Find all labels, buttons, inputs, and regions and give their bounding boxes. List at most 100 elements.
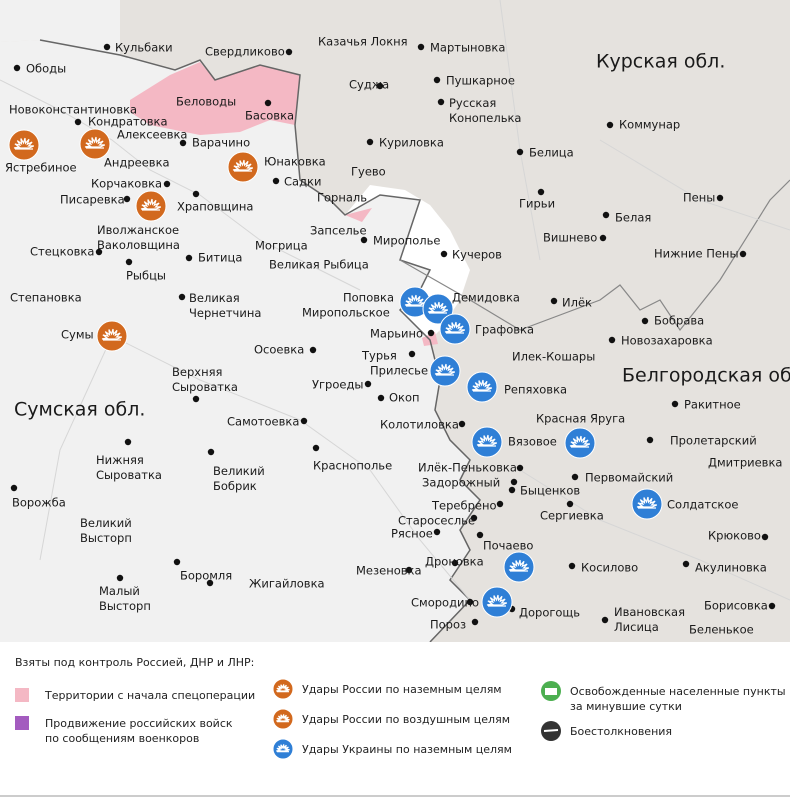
strike-circle (471, 426, 503, 458)
place-label: Боромля (180, 569, 232, 583)
place-dot (405, 566, 413, 574)
legend-label-line: Территории с начала спецоперации (45, 689, 256, 702)
legend-icon (541, 721, 561, 741)
place-dot (206, 579, 214, 587)
icon-house (545, 688, 557, 695)
strike-marker (503, 551, 535, 583)
place-dot (95, 248, 103, 256)
region-label: Сумская обл. (14, 399, 145, 421)
swatch (15, 688, 29, 702)
strike-circle (481, 586, 513, 618)
legend-label: Удары Украины по наземным целям (302, 738, 512, 757)
place-label: Вишнево (543, 231, 597, 245)
place-label: Храповщина (177, 200, 253, 214)
place-label: Великая Рыбица (269, 258, 369, 272)
strike-burst (476, 434, 498, 446)
place-label: Красная Яруга (536, 412, 625, 426)
legend-label: Освобожденные населенные пункты за минувш… (570, 680, 786, 714)
place-dot (433, 76, 441, 84)
place-dot (116, 574, 124, 582)
place-dot (192, 395, 200, 403)
place-label-line: Великая (189, 291, 240, 305)
place-dot (437, 98, 445, 106)
place-label: Ракитное (684, 398, 741, 412)
legend-label: Удары России по воздушным целям (302, 708, 510, 727)
region-label: Белгородская обл. (622, 365, 790, 387)
place-label: Белая (615, 211, 651, 225)
place-label: Корчаковка (91, 177, 162, 191)
icon-gun (543, 729, 559, 732)
place-dot (471, 618, 479, 626)
place-label: Новозахаровка (621, 334, 713, 348)
place-dot (163, 180, 171, 188)
place-dot (508, 486, 516, 494)
strike-marker (439, 313, 471, 345)
place-label: Стецковка (30, 245, 94, 259)
place-label: Кучеров (452, 248, 502, 262)
place-label: Акулиновка (695, 561, 767, 575)
place-label: Великая Чернетчина (189, 291, 261, 320)
strike-marker (272, 678, 294, 700)
strike-burst (276, 714, 290, 722)
place-label: Басовка (245, 109, 294, 123)
place-dot (601, 616, 609, 624)
legend-label: Удары России по наземным целям (302, 678, 502, 697)
legend-label-line: за минувшие сутки (570, 700, 682, 713)
strike-circle (466, 371, 498, 403)
place-label: Битица (198, 251, 242, 265)
legend-label-line: Удары Украины по наземным целям (302, 743, 512, 756)
place-label: Сумы (61, 328, 94, 342)
legend: Взяты под контроль Россией, ДНР и ЛНР: Т… (0, 642, 790, 794)
place-dot (360, 236, 368, 244)
place-label: Окоп (389, 391, 420, 405)
place-label-line: Великий (213, 464, 265, 478)
place-label-line: Высторп (80, 531, 132, 545)
strike-burst (84, 136, 106, 148)
region-label: Курская обл. (596, 51, 725, 73)
russia-area (0, 0, 790, 642)
place-dot (602, 211, 610, 219)
place-label: Илёк-Пеньковка (418, 461, 517, 475)
place-label: Андреевка (104, 156, 170, 170)
place-label: Коммунар (619, 118, 680, 132)
strike-circle (135, 190, 167, 222)
place-label: Свердликово (205, 45, 285, 59)
strike-burst (427, 301, 449, 313)
place-label: Беленькое (689, 623, 754, 637)
place-dot (496, 500, 504, 508)
legend-icon (272, 678, 294, 700)
place-label: Гуево (351, 165, 386, 179)
place-dot (568, 562, 576, 570)
strike-marker (227, 151, 259, 183)
place-label: Краснополье (313, 459, 392, 473)
place-label: Кондратовка (88, 115, 168, 129)
place-label: Ястребиное (5, 161, 77, 175)
strike-marker (466, 371, 498, 403)
legend-label: Боестолкновения (570, 720, 672, 739)
place-dot (671, 400, 679, 408)
place-label-line: Иволжанское (97, 223, 179, 237)
strike-marker (481, 586, 513, 618)
ukraine-area (0, 0, 120, 55)
place-dot (364, 380, 372, 388)
legend-label: Территории с начала спецоперации (45, 684, 255, 703)
strike-marker (631, 488, 663, 520)
strike-marker (135, 190, 167, 222)
place-label: Пены (683, 191, 715, 205)
place-label: Крюково (708, 529, 761, 543)
strike-burst (101, 328, 123, 340)
place-label: Горналь (317, 191, 367, 205)
place-dot (192, 190, 200, 198)
strike-burst (569, 435, 591, 447)
place-dot (185, 254, 193, 262)
place-dot (103, 43, 111, 51)
place-label: Нижние Пены (654, 247, 739, 261)
place-label: Мезеновка (356, 564, 422, 578)
strike-marker (79, 128, 111, 160)
place-label: Алексеевка (117, 128, 187, 142)
place-label-line: Ивановская (614, 605, 685, 619)
place-dot (606, 121, 614, 129)
place-dot (516, 464, 524, 472)
strike-burst (444, 321, 466, 333)
strike-circle (8, 129, 40, 161)
